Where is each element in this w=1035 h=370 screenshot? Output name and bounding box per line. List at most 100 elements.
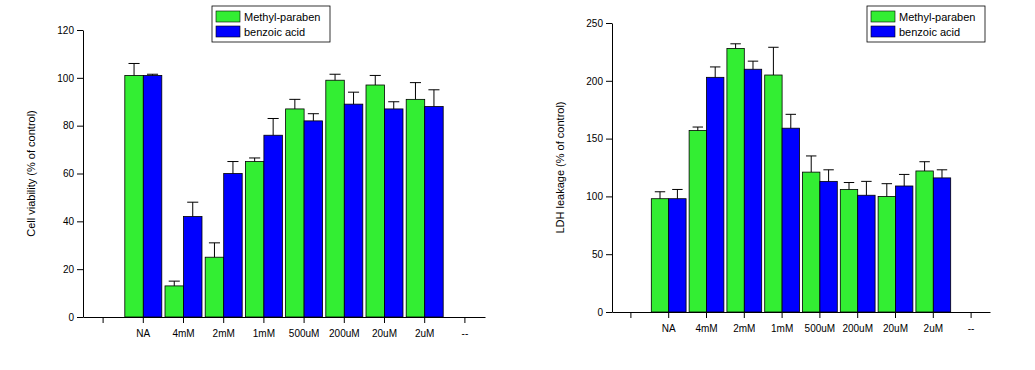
plot-area — [125, 63, 443, 317]
tick: 0 — [597, 307, 612, 318]
tick-mark — [857, 312, 858, 318]
tick-label: 2uM — [415, 328, 434, 339]
x-axis: NA4mM2mM1mM500uM200uM20uM2uM-- — [84, 317, 486, 339]
tick: 120 — [57, 25, 83, 36]
tick: NA — [662, 312, 676, 334]
tick-mark — [384, 317, 385, 323]
bar — [344, 104, 362, 317]
error-bar — [730, 44, 740, 49]
tick: 20uM — [372, 317, 397, 339]
error-line — [886, 184, 887, 197]
error-bar — [693, 127, 703, 130]
error-line — [866, 181, 867, 195]
error-cap — [187, 202, 198, 203]
legend-swatch — [871, 26, 895, 37]
error-line — [313, 114, 314, 121]
bar — [425, 107, 443, 317]
legend-swatch — [871, 11, 895, 22]
error-bar — [289, 99, 300, 109]
error-bar — [823, 170, 833, 182]
tick-label: 60 — [63, 168, 75, 179]
error-cap — [899, 174, 909, 175]
tick-mark — [606, 139, 612, 140]
tick: 2uM — [924, 312, 943, 334]
tick: 2mM — [213, 317, 235, 339]
tick-mark — [77, 174, 83, 175]
bar — [689, 131, 706, 312]
error-bar — [308, 114, 319, 121]
tick: 4mM — [695, 312, 717, 334]
y-axis: 020406080100120 — [57, 25, 83, 323]
error-cap — [330, 74, 341, 75]
error-line — [294, 99, 295, 109]
bar — [878, 196, 895, 312]
tick: 200 — [586, 76, 612, 87]
error-line — [697, 127, 698, 130]
tick: 20 — [63, 264, 83, 275]
error-bar — [882, 184, 892, 197]
error-cap — [823, 169, 833, 170]
chart: 020406080100120NA4mM2mM1mM500uM200uM20uM… — [25, 6, 486, 339]
tick-mark — [606, 254, 612, 255]
tick-mark — [744, 312, 745, 318]
error-line — [773, 47, 774, 75]
bar — [782, 128, 799, 312]
figure: 020406080100120NA4mM2mM1mM500uM200uM20uM… — [0, 0, 1035, 370]
error-line — [273, 118, 274, 135]
tick-label: 100 — [57, 73, 74, 84]
bar — [264, 135, 282, 317]
tick-mark — [668, 312, 669, 318]
error-cap — [710, 66, 720, 67]
tick-mark — [77, 317, 83, 318]
chart: 050100150200250NA4mM2mM1mM500uM200uM20uM… — [554, 6, 991, 334]
tick: -- — [968, 312, 975, 334]
error-line — [849, 183, 850, 190]
bar — [651, 199, 668, 312]
error-cap — [806, 155, 816, 156]
error-cap — [348, 92, 359, 93]
error-line — [174, 281, 175, 286]
legend-label: benzoic acid — [899, 26, 960, 38]
error-line — [904, 174, 905, 186]
error-line — [811, 156, 812, 172]
tick-label: 500uM — [805, 323, 836, 334]
error-bar — [249, 158, 260, 162]
tick: 500uM — [289, 317, 320, 339]
error-bar — [937, 170, 947, 178]
error-cap — [937, 169, 947, 170]
error-cap — [693, 127, 703, 128]
error-bar — [227, 162, 238, 174]
error-cap — [882, 183, 892, 184]
error-line — [353, 92, 354, 104]
error-cap — [428, 89, 439, 90]
tick-label: 20 — [63, 264, 75, 275]
error-bar — [330, 74, 341, 80]
tick: 1mM — [771, 312, 793, 334]
error-line — [433, 90, 434, 107]
bar — [165, 286, 183, 317]
tick-label: 250 — [586, 18, 603, 29]
tick-label: NA — [136, 328, 150, 339]
tick — [103, 317, 104, 323]
bar — [669, 199, 686, 312]
error-cap — [308, 113, 319, 114]
legend-box — [212, 6, 330, 42]
tick-label: 1mM — [771, 323, 793, 334]
tick: 2mM — [733, 312, 755, 334]
tick: 150 — [586, 133, 612, 144]
tick-label: -- — [968, 323, 975, 334]
bar — [916, 171, 933, 312]
error-line — [214, 243, 215, 257]
tick-label: 100 — [586, 191, 603, 202]
tick-label: 1mM — [253, 328, 275, 339]
error-line — [828, 170, 829, 182]
tick-label: 500uM — [289, 328, 320, 339]
error-line — [715, 67, 716, 77]
error-bar — [655, 192, 665, 199]
bar — [286, 109, 304, 317]
tick-label: 50 — [592, 249, 604, 260]
error-line — [941, 170, 942, 178]
legend-swatch — [216, 11, 240, 22]
tick-label: 20uM — [883, 323, 908, 334]
error-bar — [861, 181, 871, 195]
